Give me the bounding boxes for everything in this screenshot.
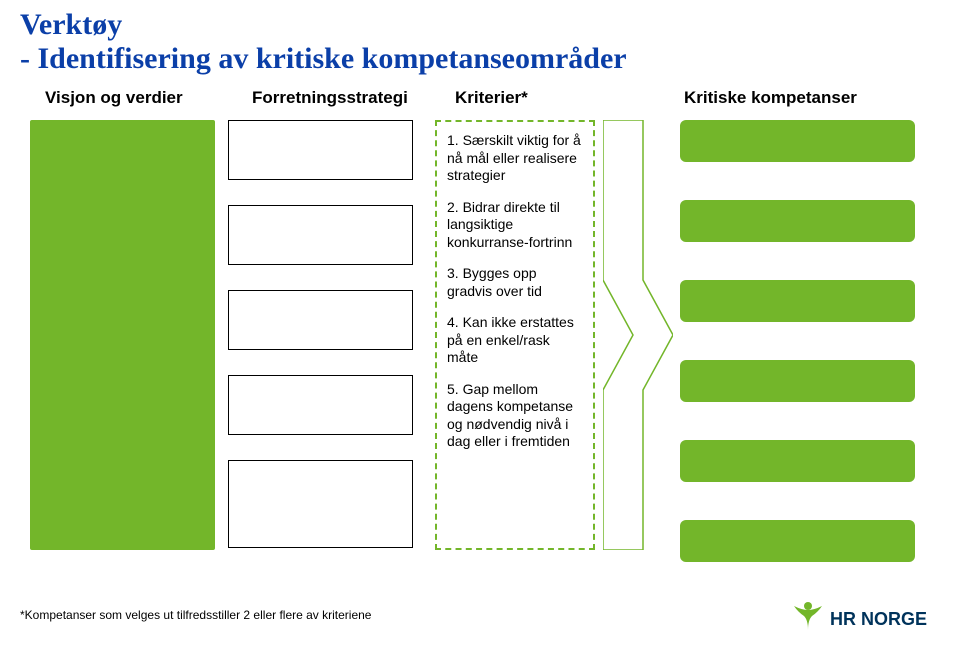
criterion-4: 4. Kan ikke erstattes på en enkel/rask m… [447, 314, 583, 367]
title-line-1: Verktøy [20, 8, 122, 42]
col1-block [30, 120, 215, 550]
person-icon [794, 602, 822, 630]
col2-box-2 [228, 205, 413, 265]
col-header-kriterier: Kriterier* [455, 88, 528, 108]
col4-bar-1 [680, 120, 915, 162]
col4-bar-6 [680, 520, 915, 562]
col4-bar-3 [680, 280, 915, 322]
criterion-5: 5. Gap mellom dagens kompetanse og nødve… [447, 381, 583, 451]
col2-box-4 [228, 375, 413, 435]
page: Verktøy - Identifisering av kritiske kom… [0, 0, 960, 650]
col2-box-5 [228, 460, 413, 548]
criterion-1: 1. Særskilt viktig for å nå mål eller re… [447, 132, 583, 185]
col4-bar-2 [680, 200, 915, 242]
criterion-2: 2. Bidrar direkte til langsiktige konkur… [447, 199, 583, 252]
logo-text: HR NORGE [830, 609, 927, 629]
footnote: *Kompetanser som velges ut tilfredsstill… [20, 608, 371, 622]
col-header-forretningsstrategi: Forretningsstrategi [252, 88, 408, 108]
title-line-2: - Identifisering av kritiske kompetanseo… [20, 42, 627, 76]
right-arrow [603, 120, 673, 550]
col-header-kritiske-kompetanser: Kritiske kompetanser [684, 88, 857, 108]
col2-box-3 [228, 290, 413, 350]
col4-bar-4 [680, 360, 915, 402]
col4-bar-5 [680, 440, 915, 482]
hr-norge-logo: HR NORGE [790, 598, 940, 638]
col2-box-1 [228, 120, 413, 180]
criterion-3: 3. Bygges opp gradvis over tid [447, 265, 583, 300]
criteria-box: 1. Særskilt viktig for å nå mål eller re… [435, 120, 595, 550]
col-header-visjon: Visjon og verdier [45, 88, 183, 108]
